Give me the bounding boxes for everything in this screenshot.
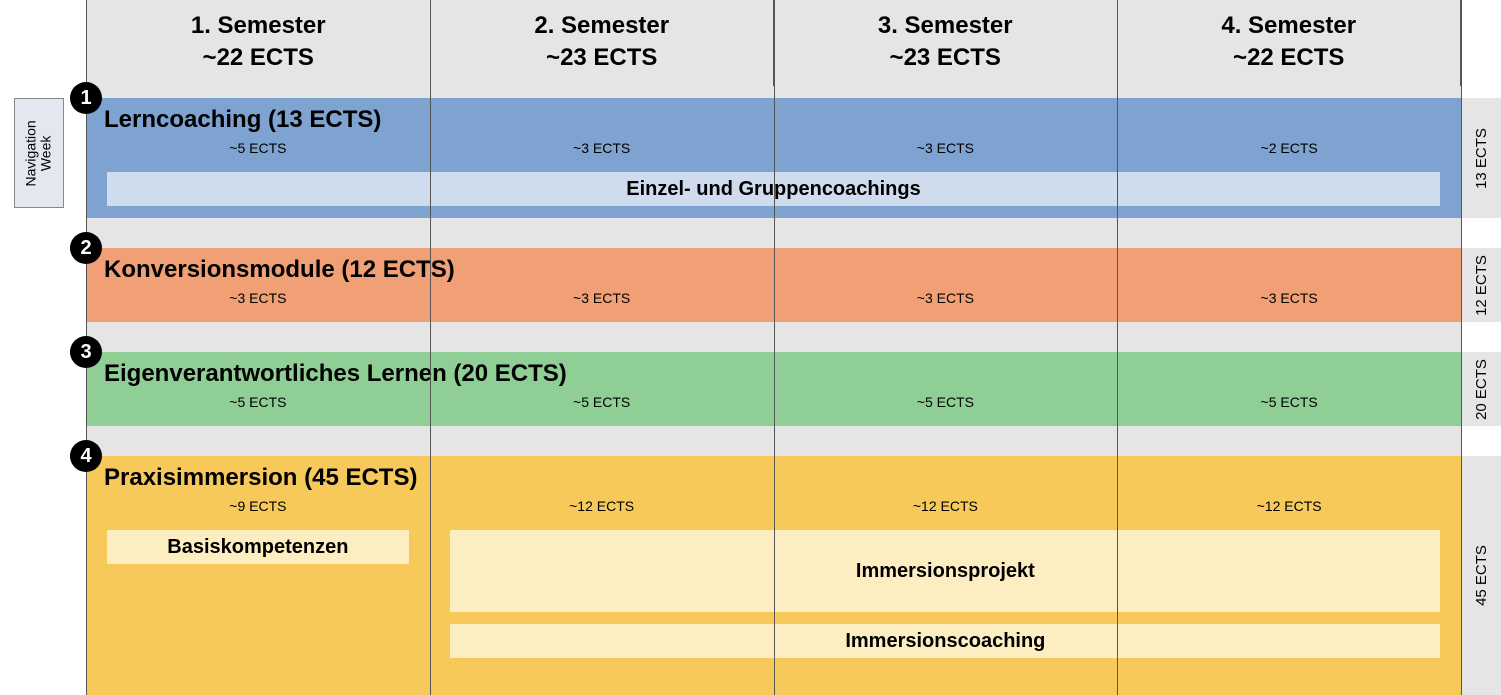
sub-module-label: Basiskompetenzen: [167, 536, 348, 559]
semester-header: 3. Semester~23 ECTS: [773, 0, 1117, 86]
semester-ects: ~22 ECTS: [1118, 42, 1461, 74]
semester-label: 4. Semester: [1118, 10, 1461, 42]
module-badge: 2: [70, 232, 102, 264]
sub-module: Immersionsprojekt: [450, 530, 1440, 612]
column-line: [774, 0, 775, 695]
ects-cell: ~12 ECTS: [430, 498, 774, 514]
column-line: [1461, 0, 1462, 695]
semester-ects: ~23 ECTS: [431, 42, 774, 74]
semester-label: 1. Semester: [87, 10, 430, 42]
semester-header: 2. Semester~23 ECTS: [430, 0, 774, 86]
ects-cell: ~3 ECTS: [774, 140, 1118, 156]
module-right-ects: 20 ECTS: [1461, 352, 1501, 426]
module-right-ects-label: 12 ECTS: [1473, 255, 1490, 316]
navigation-week: NavigationWeek: [14, 98, 64, 208]
ects-cell: ~3 ECTS: [86, 290, 430, 306]
ects-cell: ~5 ECTS: [1117, 394, 1461, 410]
semester-header: 1. Semester~22 ECTS: [86, 0, 430, 86]
semester-label: 3. Semester: [774, 10, 1117, 42]
module-right-ects-label: 45 ECTS: [1473, 545, 1490, 606]
semester-header: 4. Semester~22 ECTS: [1117, 0, 1462, 86]
module-right-ects: 45 ECTS: [1461, 456, 1501, 695]
column-line: [1117, 0, 1118, 695]
semester-ects: ~22 ECTS: [87, 42, 430, 74]
ects-cell: ~3 ECTS: [1117, 290, 1461, 306]
ects-cell: ~9 ECTS: [86, 498, 430, 514]
module-badge: 4: [70, 440, 102, 472]
ects-cell: ~2 ECTS: [1117, 140, 1461, 156]
ects-cell: ~3 ECTS: [430, 290, 774, 306]
semester-label: 2. Semester: [431, 10, 774, 42]
ects-cell: ~12 ECTS: [1117, 498, 1461, 514]
sub-module-label: Immersionsprojekt: [856, 560, 1035, 583]
ects-cell: ~5 ECTS: [86, 140, 430, 156]
navigation-week-label: NavigationWeek: [24, 120, 55, 186]
module-badge: 3: [70, 336, 102, 368]
module-right-ects: 13 ECTS: [1461, 98, 1501, 218]
ects-cell: ~5 ECTS: [430, 394, 774, 410]
ects-cell: ~12 ECTS: [774, 498, 1118, 514]
module-right-ects: 12 ECTS: [1461, 248, 1501, 322]
ects-cell: ~5 ECTS: [86, 394, 430, 410]
ects-cell: ~5 ECTS: [774, 394, 1118, 410]
module-right-ects-label: 13 ECTS: [1473, 128, 1490, 189]
column-line: [430, 0, 431, 695]
semester-ects: ~23 ECTS: [774, 42, 1117, 74]
ects-cell: ~3 ECTS: [774, 290, 1118, 306]
sub-module: Basiskompetenzen: [107, 530, 410, 564]
sub-module-label: Immersionscoaching: [845, 630, 1045, 653]
ects-cell: ~3 ECTS: [430, 140, 774, 156]
module-badge: 1: [70, 82, 102, 114]
sub-module: Immersionscoaching: [450, 624, 1440, 658]
module-right-ects-label: 20 ECTS: [1473, 359, 1490, 420]
